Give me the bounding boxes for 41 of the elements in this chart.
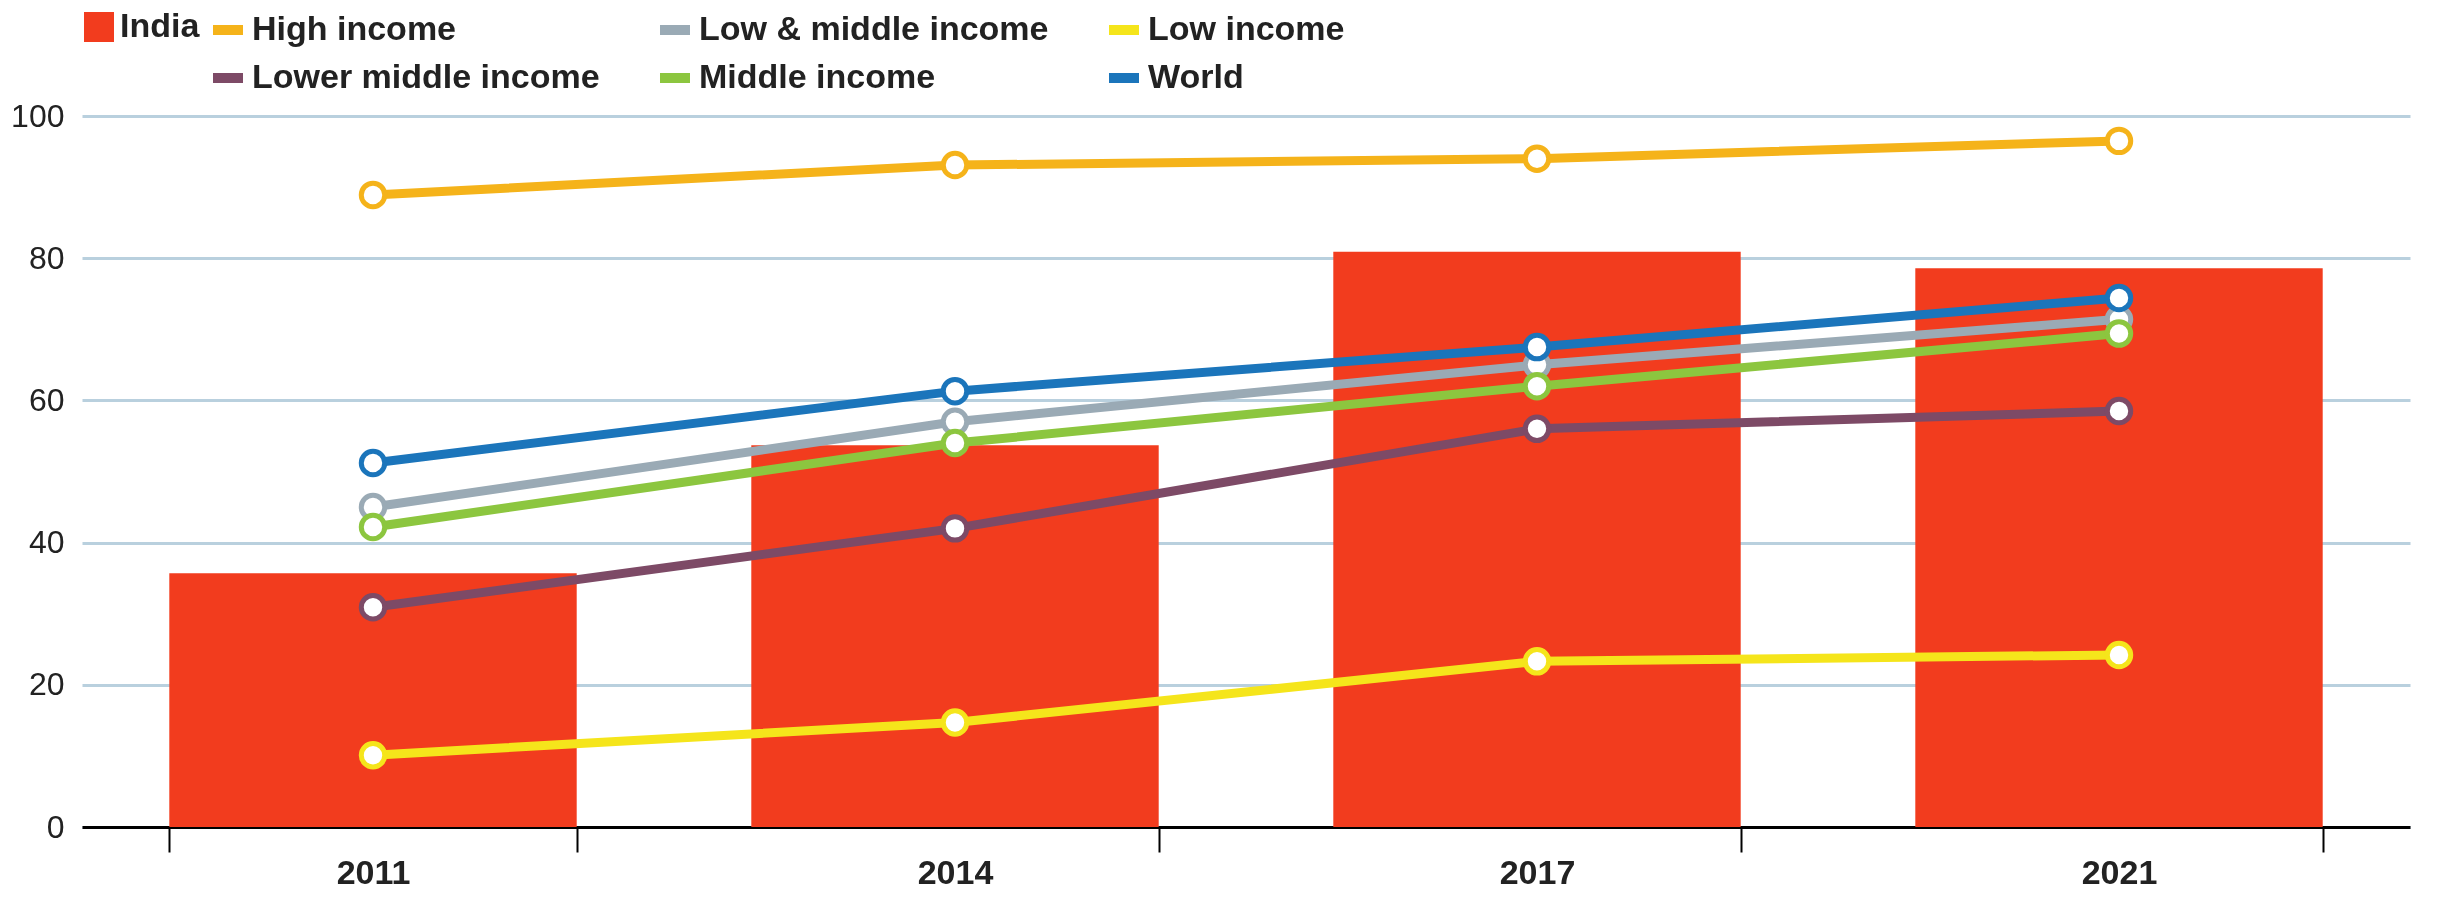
legend-label: World	[1148, 57, 1244, 95]
x-tick-label: 2014	[917, 852, 994, 891]
x-tick-label: 2011	[336, 852, 411, 891]
point	[1522, 332, 1552, 362]
point	[358, 448, 388, 478]
point	[940, 428, 970, 458]
point	[358, 593, 388, 622]
y-tick-label: 80	[28, 239, 65, 276]
bar	[1333, 251, 1741, 827]
legend-label: Middle income	[699, 57, 936, 95]
point	[2104, 640, 2134, 670]
y-tick-label: 0	[46, 808, 65, 845]
legend-label: Low income	[1148, 9, 1345, 47]
point	[358, 512, 388, 542]
legend-label: Low & middle income	[699, 9, 1049, 47]
point	[940, 376, 970, 406]
point	[940, 514, 970, 543]
y-tick-label: 40	[28, 524, 65, 561]
point	[358, 740, 388, 770]
point	[2104, 319, 2134, 348]
legend-label: India	[120, 6, 201, 44]
point	[1522, 371, 1552, 401]
y-tick-label: 20	[28, 666, 65, 703]
bar	[751, 445, 1159, 827]
point	[358, 180, 388, 210]
point	[2104, 126, 2134, 156]
legend-label: Lower middle income	[252, 57, 600, 95]
point	[1522, 414, 1552, 444]
point	[940, 708, 970, 737]
point	[1522, 144, 1552, 173]
x-tick-label: 2021	[2081, 852, 2158, 891]
point	[940, 150, 970, 180]
y-tick-label: 100	[11, 97, 65, 134]
legend-label: High income	[252, 9, 457, 47]
bar	[1915, 268, 2323, 827]
point	[2104, 283, 2134, 313]
point	[1522, 647, 1552, 676]
point	[2104, 396, 2134, 426]
bar	[169, 573, 577, 827]
y-tick-label: 60	[28, 381, 65, 418]
x-tick-label: 2017	[1499, 852, 1576, 891]
